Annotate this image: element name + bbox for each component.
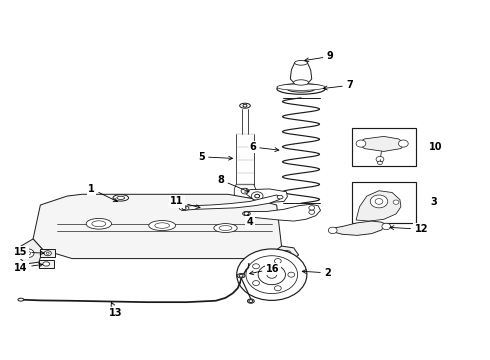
Circle shape — [393, 200, 399, 204]
Circle shape — [239, 274, 243, 277]
Ellipse shape — [247, 299, 254, 303]
Circle shape — [23, 249, 34, 257]
Circle shape — [309, 206, 315, 210]
Text: 11: 11 — [170, 197, 200, 208]
Circle shape — [255, 194, 260, 198]
Ellipse shape — [46, 252, 49, 254]
Polygon shape — [33, 194, 282, 258]
Circle shape — [258, 265, 286, 285]
Circle shape — [382, 223, 391, 230]
Polygon shape — [272, 246, 298, 260]
Text: 6: 6 — [249, 142, 279, 152]
Circle shape — [267, 271, 277, 278]
Ellipse shape — [179, 206, 189, 210]
Text: 10: 10 — [429, 142, 443, 152]
Ellipse shape — [155, 223, 170, 228]
Polygon shape — [182, 195, 282, 210]
Text: 5: 5 — [198, 152, 233, 162]
Ellipse shape — [277, 84, 325, 94]
Ellipse shape — [240, 103, 250, 108]
Circle shape — [398, 140, 408, 147]
Ellipse shape — [43, 262, 49, 266]
Ellipse shape — [243, 211, 250, 216]
Ellipse shape — [219, 226, 232, 230]
Circle shape — [309, 210, 315, 214]
Ellipse shape — [237, 274, 245, 278]
Polygon shape — [246, 189, 288, 203]
Ellipse shape — [92, 221, 106, 227]
Ellipse shape — [117, 196, 124, 199]
Circle shape — [253, 280, 259, 285]
Circle shape — [377, 161, 382, 165]
Text: 2: 2 — [302, 268, 331, 278]
Ellipse shape — [294, 60, 307, 65]
Circle shape — [274, 286, 281, 291]
Ellipse shape — [113, 195, 128, 201]
Polygon shape — [356, 191, 401, 221]
Ellipse shape — [287, 86, 315, 92]
Polygon shape — [290, 63, 312, 82]
Text: 9: 9 — [305, 51, 334, 62]
Ellipse shape — [294, 80, 309, 85]
Ellipse shape — [277, 195, 283, 199]
Text: 1: 1 — [88, 184, 118, 202]
Bar — [39, 260, 53, 267]
Circle shape — [251, 192, 263, 201]
Ellipse shape — [214, 224, 237, 233]
Circle shape — [253, 264, 259, 269]
Circle shape — [241, 188, 249, 194]
Text: 16: 16 — [249, 264, 279, 275]
Circle shape — [244, 212, 249, 215]
Polygon shape — [19, 239, 43, 264]
Circle shape — [375, 199, 383, 204]
Bar — [352, 182, 416, 223]
Text: 15: 15 — [14, 247, 44, 257]
Circle shape — [282, 250, 291, 257]
Text: 4: 4 — [246, 215, 253, 227]
Circle shape — [243, 104, 247, 107]
Ellipse shape — [277, 84, 325, 90]
Text: 3: 3 — [431, 197, 438, 207]
Polygon shape — [244, 204, 320, 221]
Circle shape — [246, 256, 297, 294]
Text: 14: 14 — [14, 262, 43, 273]
Circle shape — [249, 300, 253, 302]
Circle shape — [356, 140, 366, 147]
Bar — [352, 128, 416, 166]
Circle shape — [288, 272, 294, 277]
Text: 7: 7 — [323, 80, 353, 90]
Polygon shape — [358, 136, 405, 152]
Polygon shape — [333, 221, 386, 235]
Circle shape — [274, 258, 281, 264]
Circle shape — [182, 207, 186, 210]
Circle shape — [328, 227, 337, 234]
Bar — [40, 249, 55, 257]
Circle shape — [376, 157, 384, 162]
Ellipse shape — [18, 298, 24, 301]
Text: 13: 13 — [109, 302, 122, 318]
Circle shape — [237, 249, 307, 300]
Circle shape — [26, 251, 30, 255]
Ellipse shape — [86, 219, 112, 229]
Ellipse shape — [149, 221, 175, 230]
Polygon shape — [234, 184, 256, 198]
Text: 12: 12 — [390, 224, 428, 234]
Ellipse shape — [44, 251, 51, 256]
Circle shape — [370, 195, 388, 208]
Text: 8: 8 — [217, 175, 249, 192]
